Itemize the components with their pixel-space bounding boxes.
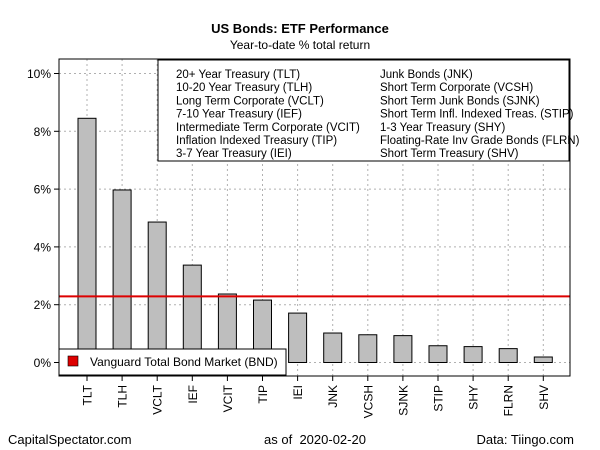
bar-shy <box>463 346 483 364</box>
bar-jnk <box>323 332 343 364</box>
x-tick-label-jnk: JNK <box>326 385 340 408</box>
bar-sjnk <box>393 335 413 363</box>
legend-box: 20+ Year Treasury (TLT)10-20 Year Treasu… <box>157 59 580 162</box>
y-tick-label: 10% <box>27 67 51 81</box>
plot-frame <box>58 58 571 377</box>
bnd-legend-frame <box>58 348 287 376</box>
x-tick-label-ief: IEF <box>186 385 200 404</box>
x-tick-label-tlt: TLT <box>81 384 95 405</box>
x-tick-label-vcsh: VCSH <box>361 385 375 418</box>
y-tick-label: 4% <box>34 240 52 254</box>
footer-data-source: Data: Tiingo.com <box>476 432 574 447</box>
legend-entry: 1-3 Year Treasury (SHY) <box>380 122 505 134</box>
bar-tlh <box>112 189 132 363</box>
legend-entry: Floating-Rate Inv Grade Bonds (FLRN) <box>380 135 580 147</box>
chart-title: US Bonds: ETF Performance <box>211 21 389 36</box>
legend-left-column: 20+ Year Treasury (TLT)10-20 Year Treasu… <box>176 69 360 160</box>
legend-entry: 3-7 Year Treasury (IEI) <box>176 148 292 160</box>
footer-date: as of 2020-02-20 <box>264 432 366 447</box>
bnd-legend: Vanguard Total Bond Market (BND) <box>58 348 287 376</box>
chart-subtitle: Year-to-date % total return <box>230 38 370 52</box>
y-tick-label: 8% <box>34 125 52 139</box>
x-tick-label-sjnk: SJNK <box>396 385 410 416</box>
x-tick-label-shy: SHY <box>467 385 481 410</box>
legend-entry: 20+ Year Treasury (TLT) <box>176 69 300 81</box>
bnd-legend-swatch <box>67 355 79 367</box>
x-tick-label-vclt: VCLT <box>151 384 165 414</box>
legend-right-column: Junk Bonds (JNK)Short Term Corporate (VC… <box>380 69 580 160</box>
y-tick-label: 6% <box>34 183 52 197</box>
x-tick-label-flrn: FLRN <box>502 385 516 416</box>
bar-tlt <box>77 117 97 363</box>
x-tick-label-tip: TIP <box>256 385 270 404</box>
legend-frame <box>157 59 570 162</box>
legend-entry: Intermediate Term Corporate (VCIT) <box>176 122 360 134</box>
bar-iei <box>288 312 308 363</box>
bar-stip <box>428 345 448 364</box>
x-tick-label-iei: IEI <box>291 385 305 400</box>
bar-vclt <box>147 221 167 363</box>
y-tick-label: 2% <box>34 298 52 312</box>
y-tick-label: 0% <box>34 356 52 370</box>
x-tick-label-vcit: VCIT <box>221 384 235 412</box>
bar-ief <box>182 264 202 363</box>
footer-source-left: CapitalSpectator.com <box>8 432 132 447</box>
legend-entry: Junk Bonds (JNK) <box>380 69 473 81</box>
legend-entry: Short Term Infl. Indexed Treas. (STIP) <box>380 109 574 121</box>
bar-vcsh <box>358 334 378 364</box>
bars-layer <box>77 117 553 364</box>
bnd-legend-label: Vanguard Total Bond Market (BND) <box>90 355 278 369</box>
legend-entry: Short Term Treasury (SHV) <box>380 148 519 160</box>
x-tick-label-shv: SHV <box>537 385 551 410</box>
x-tick-label-stip: STIP <box>432 385 446 412</box>
legend-entry: 7-10 Year Treasury (IEF) <box>176 109 302 121</box>
legend-entry: 10-20 Year Treasury (TLH) <box>176 82 312 94</box>
axis-layer: 0% 2% 4% 6% 8% 10% TLT TLH VCLT IEF VCIT TIP IEI JNK V… <box>27 67 551 418</box>
legend-entry: Short Term Corporate (VCSH) <box>380 82 533 94</box>
legend-entry: Inflation Indexed Treasury (TIP) <box>176 135 337 147</box>
legend-entry: Short Term Junk Bonds (SJNK) <box>380 95 540 107</box>
x-tick-label-tlh: TLH <box>116 385 130 408</box>
bar-shv <box>533 356 553 364</box>
legend-entry: Long Term Corporate (VCLT) <box>176 95 324 107</box>
bar-flrn <box>498 348 518 363</box>
